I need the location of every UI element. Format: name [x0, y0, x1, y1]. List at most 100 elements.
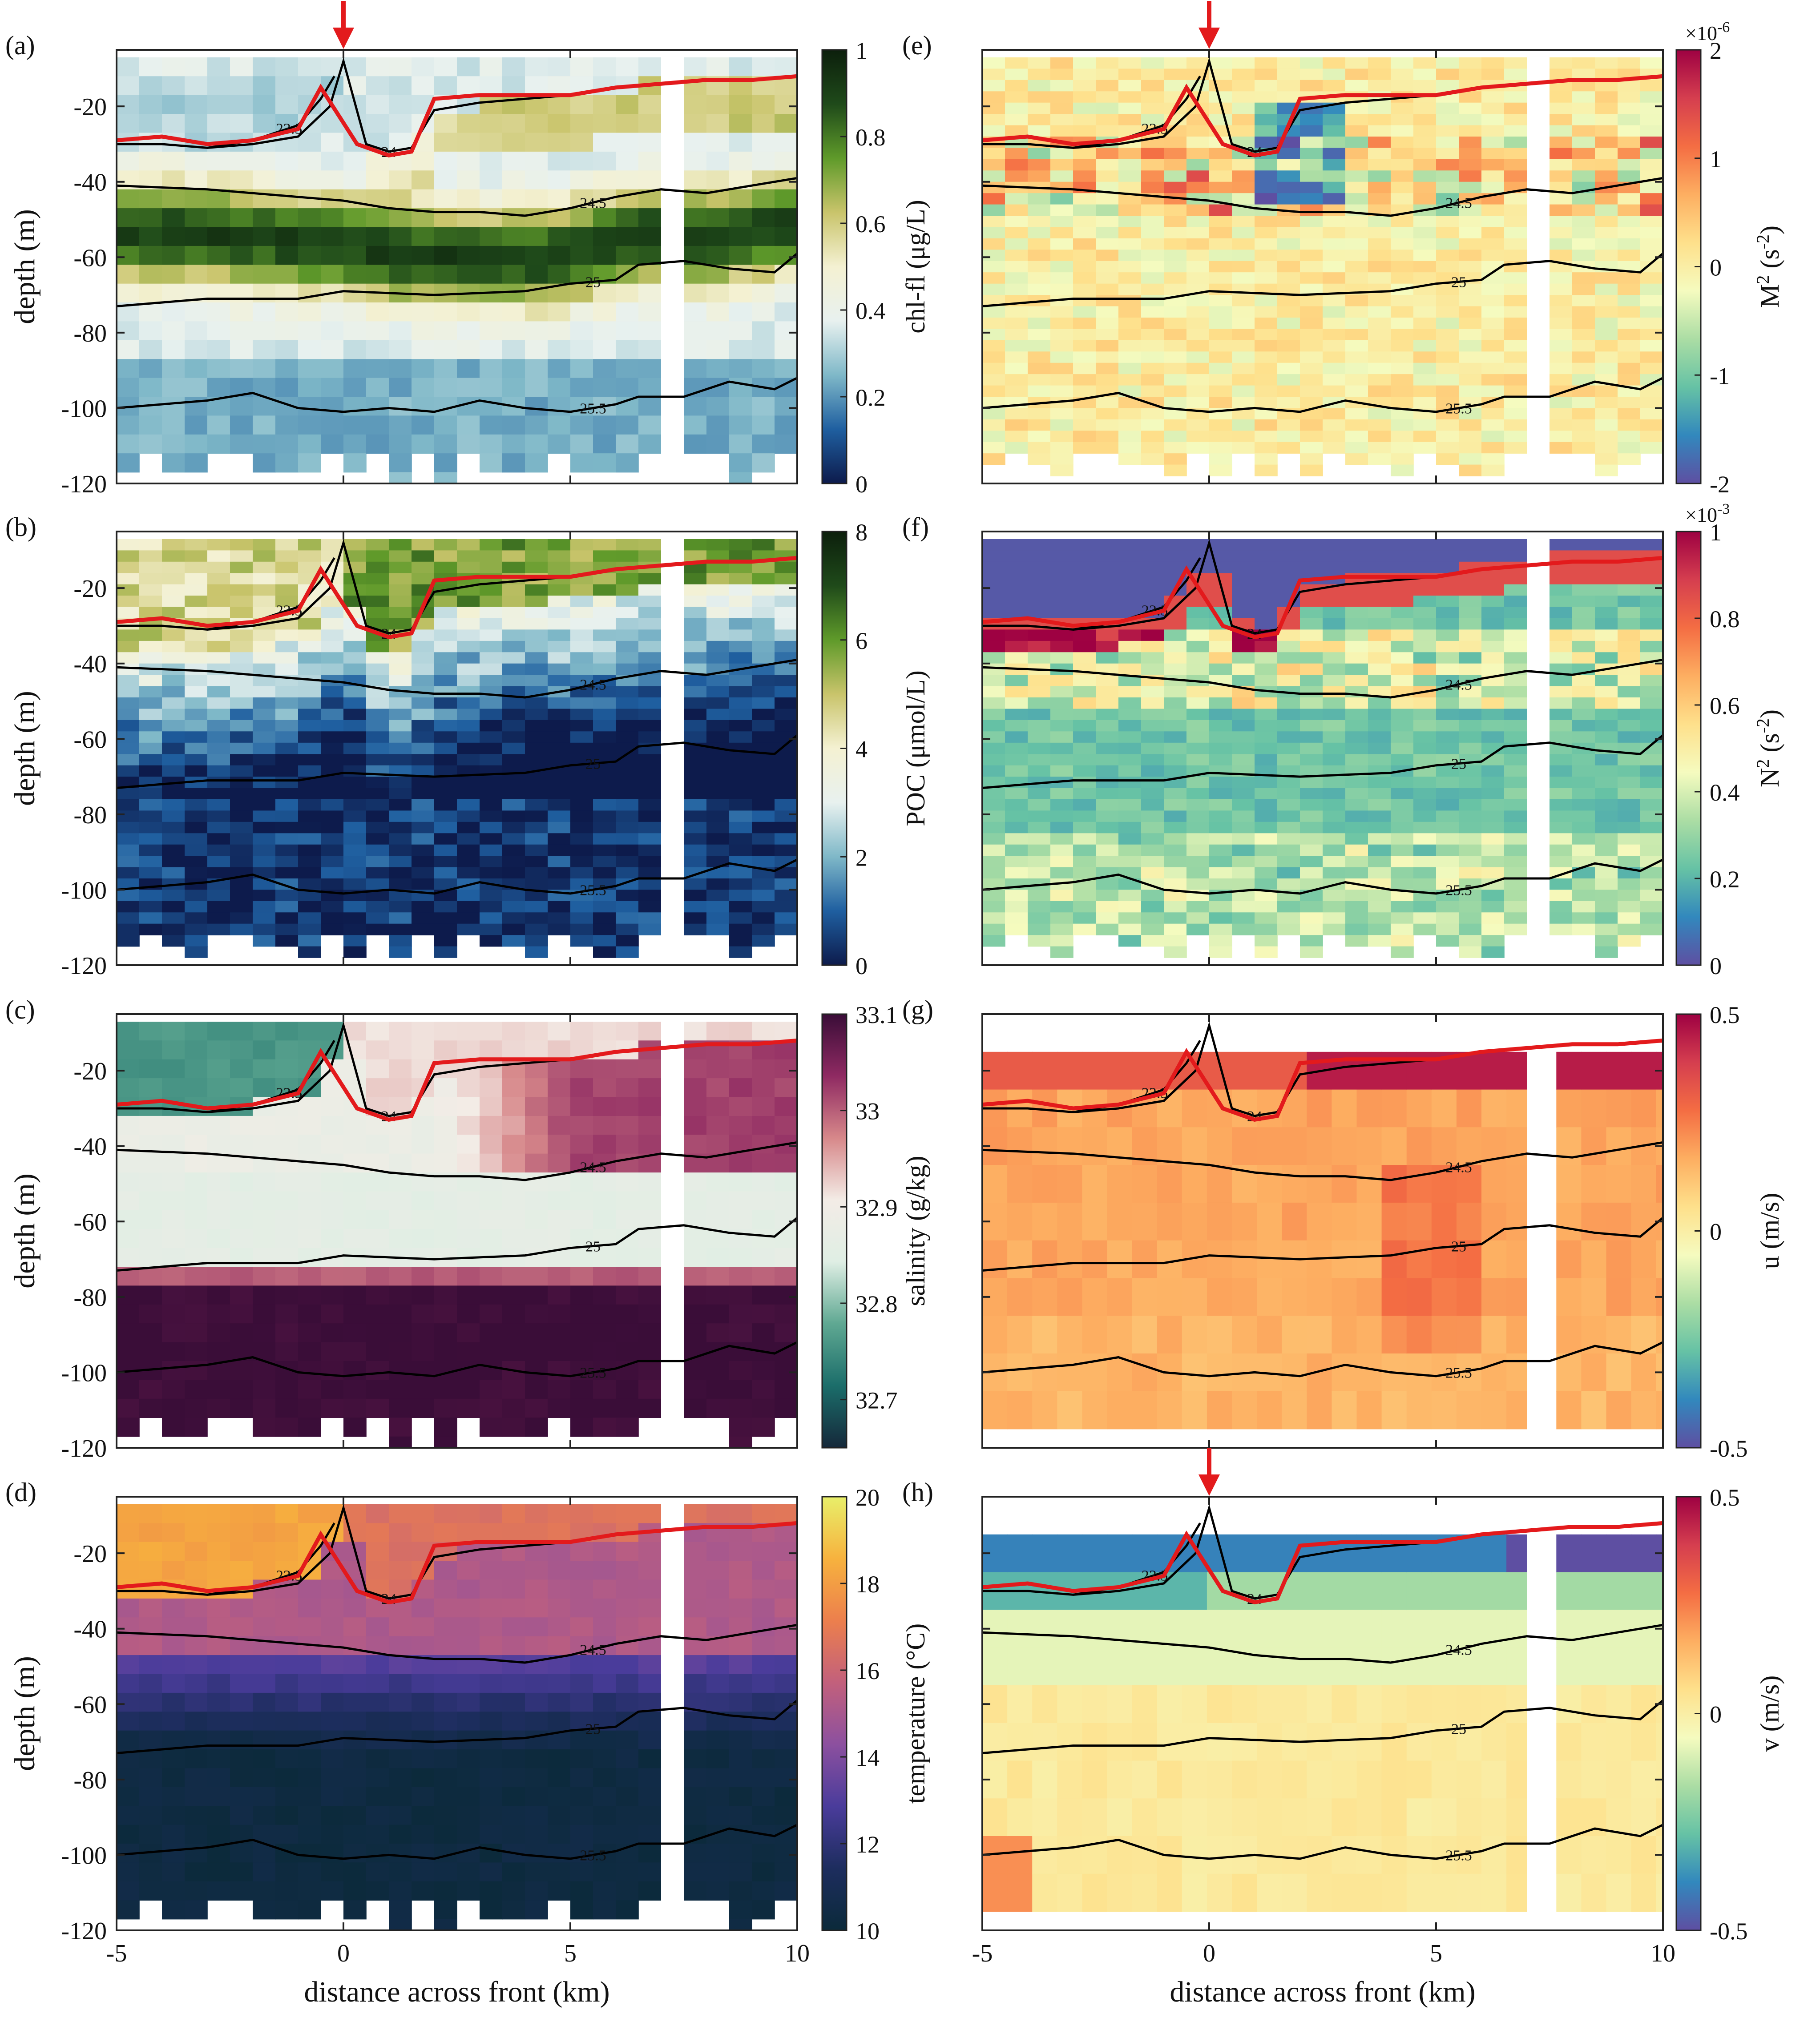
heatmap-cell	[207, 1712, 230, 1731]
heatmap-cell	[343, 1135, 367, 1154]
front-arrow-head	[333, 28, 354, 49]
heatmap-cell	[570, 1862, 593, 1882]
heatmap-cell	[548, 561, 571, 573]
heatmap-cell	[1595, 137, 1618, 149]
heatmap-cell	[1618, 408, 1641, 420]
heatmap-cell	[982, 675, 1005, 687]
heatmap-cell	[1028, 799, 1051, 811]
heatmap-cell	[275, 890, 299, 902]
heatmap-cell	[366, 57, 389, 77]
heatmap-cell	[1550, 295, 1573, 307]
heatmap-cell	[457, 833, 480, 845]
heatmap-cell	[706, 822, 730, 834]
heatmap-cell	[1005, 204, 1028, 216]
heatmap-cell	[1186, 810, 1210, 822]
heatmap-cell	[684, 777, 707, 789]
heatmap-cell	[729, 923, 752, 935]
heatmap-cell	[706, 1059, 730, 1079]
heatmap-cell	[343, 1361, 367, 1381]
heatmap-cell	[1550, 137, 1573, 149]
heatmap-cell	[230, 1523, 253, 1543]
y-axis-label: depth (m)	[8, 209, 41, 324]
heatmap-cell	[275, 833, 299, 845]
heatmap-cell	[1323, 629, 1346, 641]
heatmap-cell	[1572, 102, 1595, 114]
heatmap-cell	[366, 584, 389, 596]
heatmap-cell	[457, 629, 480, 641]
heatmap-cell	[1550, 362, 1573, 375]
heatmap-cell	[298, 799, 321, 811]
heatmap-cell	[548, 652, 571, 664]
heatmap-cell	[207, 170, 230, 190]
heatmap-cell	[1028, 561, 1051, 573]
heatmap-cell	[321, 709, 344, 721]
heatmap-cell	[480, 340, 503, 359]
heatmap-cell	[139, 227, 162, 246]
heatmap-cell	[1300, 453, 1323, 465]
heatmap-cell	[1164, 810, 1187, 822]
heatmap-cell	[275, 1285, 299, 1305]
heatmap-cell	[162, 844, 185, 856]
heatmap-cell	[343, 856, 367, 868]
heatmap-cell	[275, 731, 299, 743]
heatmap-cell	[117, 1191, 140, 1211]
heatmap-cell	[1096, 878, 1119, 890]
heatmap-cell	[1005, 788, 1028, 800]
heatmap-cell	[1028, 283, 1051, 295]
heatmap-cell	[525, 283, 548, 303]
heatmap-cell	[185, 359, 208, 379]
heatmap-cell	[752, 434, 775, 454]
heatmap-cell	[1096, 856, 1119, 868]
heatmap-cell	[1118, 238, 1142, 250]
heatmap-cell	[638, 1825, 662, 1844]
heatmap-cell	[389, 1712, 412, 1731]
panel-label: (e)	[902, 31, 932, 60]
heatmap-cell	[139, 1787, 162, 1806]
heatmap-cell	[389, 1040, 412, 1060]
heatmap-cell	[480, 415, 503, 435]
heatmap-cell	[1028, 596, 1051, 608]
heatmap-cell	[1618, 114, 1641, 126]
heatmap-cell	[253, 415, 276, 435]
heatmap-cell	[321, 856, 344, 868]
heatmap-cell	[253, 1712, 276, 1731]
heatmap-cell	[1118, 272, 1142, 284]
heatmap-cell	[480, 539, 503, 551]
heatmap-cell	[775, 607, 797, 619]
heatmap-cell	[684, 731, 707, 743]
heatmap-cell	[1618, 295, 1641, 307]
heatmap-cell	[457, 607, 480, 619]
heatmap-cell	[775, 539, 797, 551]
heatmap-cell	[1186, 799, 1210, 811]
heatmap-cell	[1300, 742, 1323, 754]
heatmap-cell	[1413, 306, 1437, 318]
heatmap-cell	[1028, 822, 1051, 834]
heatmap-cell	[321, 731, 344, 743]
heatmap-cell	[1300, 697, 1323, 709]
heatmap-cell	[1028, 261, 1051, 273]
heatmap-cell	[480, 912, 503, 924]
heatmap-cell	[253, 1806, 276, 1825]
heatmap-cell	[1550, 419, 1573, 431]
heatmap-cell	[207, 652, 230, 664]
heatmap-cell	[434, 788, 457, 800]
heatmap-cell	[1255, 584, 1278, 596]
heatmap-cell	[207, 302, 230, 322]
heatmap-cell	[752, 788, 775, 800]
heatmap-cell	[1572, 419, 1595, 431]
heatmap-cell	[1005, 890, 1028, 902]
heatmap-cell	[593, 1380, 616, 1399]
heatmap-cell	[638, 731, 662, 743]
heatmap-cell	[1164, 68, 1187, 81]
heatmap-cell	[1572, 148, 1595, 160]
heatmap-cell	[275, 170, 299, 190]
heatmap-cell	[139, 1398, 162, 1418]
heatmap-cell	[1141, 374, 1164, 386]
heatmap-cell	[729, 1730, 752, 1750]
heatmap-cell	[548, 1712, 571, 1731]
heatmap-cell	[525, 1342, 548, 1361]
heatmap-cell	[207, 1191, 230, 1211]
heatmap-cell	[343, 1712, 367, 1731]
heatmap-cell	[729, 359, 752, 379]
heatmap-cell	[389, 265, 412, 284]
